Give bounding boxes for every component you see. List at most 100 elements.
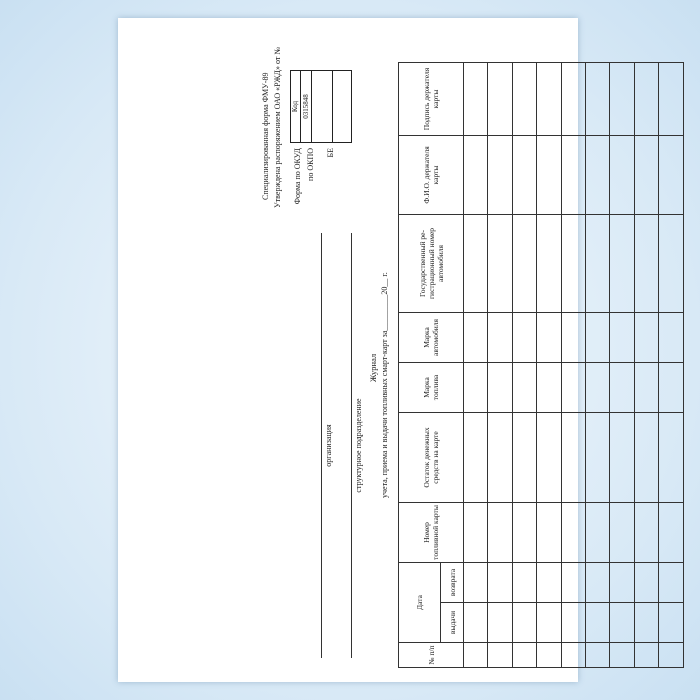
table-cell[interactable]: [585, 362, 610, 413]
col-card-number: Номер топливной карты: [398, 502, 464, 563]
table-cell[interactable]: [634, 135, 659, 215]
table-cell[interactable]: [609, 135, 635, 215]
table-cell[interactable]: [634, 362, 659, 413]
table-cell[interactable]: [585, 312, 610, 363]
table-cell[interactable]: [634, 62, 659, 136]
table-cell[interactable]: [609, 562, 635, 603]
table-cell[interactable]: [487, 502, 513, 563]
table-cell[interactable]: [585, 502, 610, 563]
table-cell[interactable]: [561, 62, 586, 136]
table-cell[interactable]: [561, 214, 586, 313]
table-cell[interactable]: [463, 642, 488, 668]
col-signature: Подпись держателя карты: [398, 62, 464, 136]
table-cell[interactable]: [658, 562, 684, 603]
table-cell[interactable]: [487, 362, 513, 413]
table-cell[interactable]: [512, 642, 537, 668]
table-cell[interactable]: [634, 312, 659, 363]
table-cell[interactable]: [658, 412, 684, 503]
table-cell[interactable]: [463, 562, 488, 603]
table-cell[interactable]: [512, 362, 537, 413]
table-cell[interactable]: [585, 412, 610, 503]
table-cell[interactable]: [561, 412, 586, 503]
table-cell[interactable]: [658, 62, 684, 136]
table-cell[interactable]: [512, 135, 537, 215]
table-cell[interactable]: [512, 214, 537, 313]
table-cell[interactable]: [536, 602, 562, 643]
okpo-value[interactable]: [311, 70, 333, 143]
table-cell[interactable]: [561, 135, 586, 215]
table-cell[interactable]: [487, 562, 513, 603]
table-cell[interactable]: [512, 502, 537, 563]
table-cell[interactable]: [487, 135, 513, 215]
table-cell[interactable]: [512, 312, 537, 363]
table-cell[interactable]: [536, 562, 562, 603]
table-cell[interactable]: [487, 214, 513, 313]
table-cell[interactable]: [463, 135, 488, 215]
table-cell[interactable]: [585, 214, 610, 313]
division-label: структурное подразделение: [354, 398, 363, 493]
table-cell[interactable]: [561, 502, 586, 563]
table-cell[interactable]: [463, 362, 488, 413]
table-cell[interactable]: [561, 642, 586, 668]
table-cell[interactable]: [536, 362, 562, 413]
table-cell[interactable]: [585, 642, 610, 668]
table-cell[interactable]: [609, 642, 635, 668]
table-cell[interactable]: [463, 214, 488, 313]
col-fuel: Марка топлива: [398, 362, 464, 413]
table-cell[interactable]: [658, 502, 684, 563]
table-cell[interactable]: [463, 602, 488, 643]
table-cell[interactable]: [658, 362, 684, 413]
table-cell[interactable]: [536, 62, 562, 136]
table-cell[interactable]: [463, 412, 488, 503]
table-cell[interactable]: [536, 312, 562, 363]
table-cell[interactable]: [609, 362, 635, 413]
table-cell[interactable]: [609, 412, 635, 503]
table-cell[interactable]: [585, 62, 610, 136]
table-cell[interactable]: [487, 62, 513, 136]
table-cell[interactable]: [512, 562, 537, 603]
table-cell[interactable]: [658, 642, 684, 668]
table-cell[interactable]: [512, 412, 537, 503]
table-cell[interactable]: [658, 602, 684, 643]
table-cell[interactable]: [634, 562, 659, 603]
table-cell[interactable]: [634, 502, 659, 563]
table-cell[interactable]: [634, 602, 659, 643]
table-cell[interactable]: [585, 602, 610, 643]
table-cell[interactable]: [536, 135, 562, 215]
table-cell[interactable]: [561, 362, 586, 413]
table-cell[interactable]: [634, 214, 659, 313]
table-cell[interactable]: [536, 502, 562, 563]
table-cell[interactable]: [487, 602, 513, 643]
table-cell[interactable]: [463, 62, 488, 136]
table-row: [536, 62, 562, 668]
table-cell[interactable]: [487, 312, 513, 363]
table-cell[interactable]: [463, 502, 488, 563]
table-cell[interactable]: [609, 312, 635, 363]
table-cell[interactable]: [512, 602, 537, 643]
table-cell[interactable]: [536, 412, 562, 503]
table-cell[interactable]: [561, 602, 586, 643]
table-cell[interactable]: [536, 214, 562, 313]
table-cell[interactable]: [609, 602, 635, 643]
organization-line[interactable]: [321, 233, 322, 658]
division-line[interactable]: [351, 233, 352, 658]
table-cell[interactable]: [609, 502, 635, 563]
table-cell[interactable]: [561, 562, 586, 603]
table-cell[interactable]: [634, 412, 659, 503]
table-cell[interactable]: [658, 312, 684, 363]
table-cell[interactable]: [487, 412, 513, 503]
table-cell[interactable]: [585, 562, 610, 603]
table-cell[interactable]: [634, 642, 659, 668]
table-cell[interactable]: [463, 312, 488, 363]
table-cell[interactable]: [609, 214, 635, 313]
table-cell[interactable]: [658, 135, 684, 215]
table-cell[interactable]: [487, 642, 513, 668]
table-cell[interactable]: [512, 62, 537, 136]
be-value[interactable]: [332, 70, 352, 143]
table-cell[interactable]: [585, 135, 610, 215]
table-cell[interactable]: [561, 312, 586, 363]
table-cell[interactable]: [536, 642, 562, 668]
table-row: [561, 62, 586, 668]
table-cell[interactable]: [609, 62, 635, 136]
table-cell[interactable]: [658, 214, 684, 313]
